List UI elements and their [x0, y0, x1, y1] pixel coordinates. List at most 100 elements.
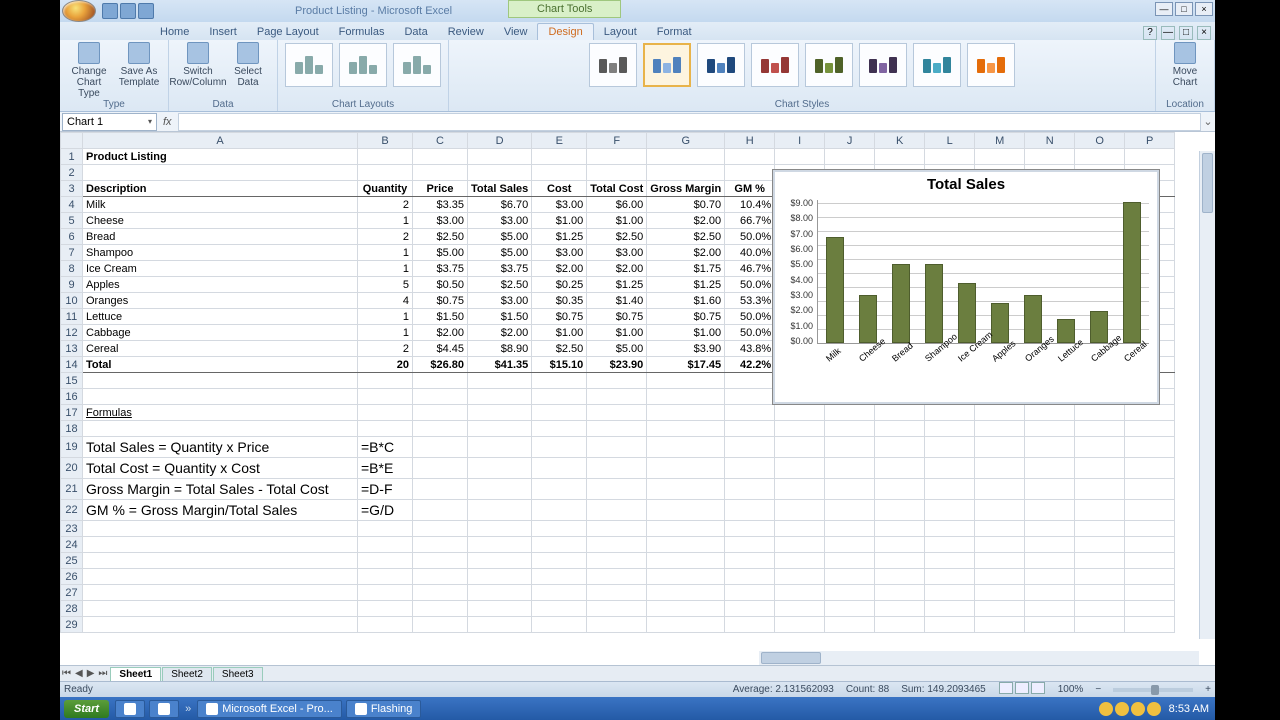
column-header[interactable]: N [1025, 133, 1075, 149]
cell[interactable] [1075, 601, 1125, 617]
cell[interactable] [725, 601, 775, 617]
cell[interactable] [975, 553, 1025, 569]
tab-data[interactable]: Data [394, 24, 437, 40]
cell[interactable] [1075, 500, 1125, 521]
cell[interactable] [825, 149, 875, 165]
cell[interactable]: $3.00 [587, 245, 647, 261]
cell[interactable] [1025, 553, 1075, 569]
cell[interactable] [825, 421, 875, 437]
cell[interactable] [647, 569, 725, 585]
cell[interactable]: 1 [358, 213, 413, 229]
chart-layout-option[interactable] [285, 43, 333, 87]
cell[interactable] [587, 553, 647, 569]
cell[interactable]: 1 [358, 245, 413, 261]
row-header[interactable]: 9 [61, 277, 83, 293]
row-header[interactable]: 1 [61, 149, 83, 165]
cell[interactable]: Gross Margin = Total Sales - Total Cost [83, 479, 358, 500]
cell[interactable] [83, 521, 358, 537]
cell[interactable] [647, 585, 725, 601]
cell[interactable] [413, 537, 468, 553]
cell[interactable] [468, 421, 532, 437]
cell[interactable] [725, 458, 775, 479]
cell[interactable] [1125, 500, 1175, 521]
cell[interactable] [358, 405, 413, 421]
cell[interactable] [647, 405, 725, 421]
cell[interactable] [825, 521, 875, 537]
cell[interactable] [587, 373, 647, 389]
cell[interactable] [875, 537, 925, 553]
cell[interactable] [1075, 405, 1125, 421]
cell[interactable] [1025, 437, 1075, 458]
cell[interactable]: $6.00 [587, 197, 647, 213]
cell[interactable] [532, 405, 587, 421]
sheet-nav-first-icon[interactable]: ⏮ [60, 668, 73, 679]
column-header[interactable]: M [975, 133, 1025, 149]
cell[interactable]: $1.25 [647, 277, 725, 293]
cell[interactable] [83, 421, 358, 437]
cell[interactable] [1025, 585, 1075, 601]
cell[interactable] [358, 553, 413, 569]
cell[interactable] [875, 437, 925, 458]
tab-insert[interactable]: Insert [199, 24, 247, 40]
cell[interactable] [358, 585, 413, 601]
cell[interactable]: 66.7% [725, 213, 775, 229]
cell[interactable] [1075, 421, 1125, 437]
row-header[interactable]: 26 [61, 569, 83, 585]
cell[interactable] [1125, 537, 1175, 553]
cell[interactable] [647, 389, 725, 405]
cell[interactable] [775, 421, 825, 437]
help-icon[interactable]: ? [1143, 26, 1157, 40]
cell[interactable] [532, 165, 587, 181]
cell[interactable]: Cheese [83, 213, 358, 229]
row-header[interactable]: 15 [61, 373, 83, 389]
cell[interactable]: Total [83, 357, 358, 373]
worksheet-grid[interactable]: ABCDEFGHIJKLMNOP1Product Listing23Descri… [60, 132, 1215, 655]
cell[interactable] [468, 479, 532, 500]
cell[interactable]: =B*C [358, 437, 413, 458]
cell[interactable]: $2.50 [413, 229, 468, 245]
cell[interactable] [647, 553, 725, 569]
cell[interactable] [875, 149, 925, 165]
cell[interactable]: $1.40 [587, 293, 647, 309]
cell[interactable] [532, 421, 587, 437]
cell[interactable] [358, 617, 413, 633]
cell[interactable] [647, 479, 725, 500]
cell[interactable] [83, 389, 358, 405]
cell[interactable] [975, 585, 1025, 601]
row-header[interactable]: 8 [61, 261, 83, 277]
cell[interactable] [587, 437, 647, 458]
column-header[interactable]: F [587, 133, 647, 149]
cell[interactable]: $1.00 [647, 325, 725, 341]
cell[interactable]: 5 [358, 277, 413, 293]
cell[interactable]: $0.75 [647, 309, 725, 325]
cell[interactable]: $5.00 [413, 245, 468, 261]
cell[interactable]: =D-F [358, 479, 413, 500]
cell[interactable]: $1.25 [587, 277, 647, 293]
save-as-template-button[interactable]: Save As Template [116, 42, 162, 88]
cell[interactable] [532, 617, 587, 633]
cell[interactable] [1075, 617, 1125, 633]
cell[interactable] [358, 149, 413, 165]
column-header[interactable]: C [413, 133, 468, 149]
column-header[interactable]: I [775, 133, 825, 149]
cell[interactable] [975, 437, 1025, 458]
cell[interactable] [975, 537, 1025, 553]
row-header[interactable]: 16 [61, 389, 83, 405]
cell[interactable] [83, 553, 358, 569]
cell[interactable]: $0.50 [413, 277, 468, 293]
cell[interactable]: $2.00 [647, 245, 725, 261]
cell[interactable] [725, 585, 775, 601]
cell[interactable]: $3.75 [413, 261, 468, 277]
cell[interactable]: 50.0% [725, 309, 775, 325]
cell[interactable] [975, 405, 1025, 421]
cell[interactable] [725, 500, 775, 521]
cell[interactable] [358, 569, 413, 585]
column-header[interactable]: D [468, 133, 532, 149]
cell[interactable] [532, 149, 587, 165]
cell[interactable] [875, 585, 925, 601]
cell[interactable] [413, 165, 468, 181]
taskbar-item-flashing[interactable]: Flashing [346, 700, 422, 718]
workbook-close-button[interactable]: × [1197, 26, 1211, 40]
cell[interactable] [587, 569, 647, 585]
cell[interactable] [83, 601, 358, 617]
